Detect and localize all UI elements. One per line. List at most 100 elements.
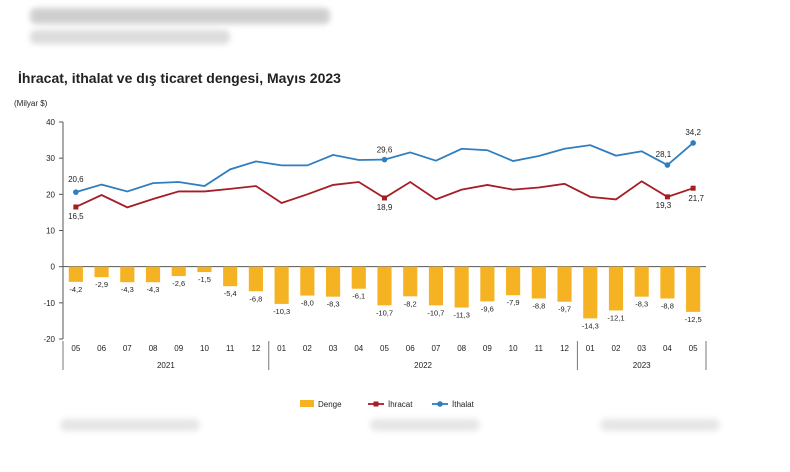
- denge-bar: [608, 266, 624, 311]
- denge-bar-label: -12,5: [685, 315, 702, 324]
- denge-bar: [403, 266, 418, 297]
- legend-denge-swatch: [300, 400, 314, 407]
- denge-bar-label: -9,6: [481, 304, 494, 313]
- denge-bar: [94, 266, 109, 278]
- denge-bar-label: -8,3: [635, 300, 648, 309]
- denge-bar: [454, 266, 469, 308]
- denge-bar-label: -10,7: [427, 308, 444, 317]
- x-tick-label: 06: [97, 344, 106, 353]
- denge-bar-label: -4,2: [69, 285, 82, 294]
- x-tick-label: 01: [277, 344, 286, 353]
- x-tick-label: 09: [174, 344, 183, 353]
- blurred-footer-3: [600, 419, 720, 431]
- y-tick-label: 10: [46, 227, 55, 236]
- ithalat-point: [690, 140, 696, 146]
- x-tick-label: 03: [637, 344, 646, 353]
- chart-title: İhracat, ithalat ve dış ticaret dengesi,…: [18, 70, 341, 86]
- blurred-header: [30, 8, 330, 24]
- x-tick-label: 04: [663, 344, 672, 353]
- denge-bar-label: -4,3: [147, 285, 160, 294]
- x-tick-label: 05: [689, 344, 698, 353]
- point-label: 20,6: [68, 175, 84, 184]
- x-tick-label: 09: [483, 344, 492, 353]
- y-tick-label: 20: [46, 190, 55, 199]
- y-tick-label: 0: [51, 263, 56, 272]
- denge-bar-label: -6,1: [352, 292, 365, 301]
- denge-bar-label: -8,3: [327, 300, 340, 309]
- x-tick-label: 05: [71, 344, 80, 353]
- point-label: 21,7: [688, 194, 704, 203]
- denge-bar: [171, 266, 186, 277]
- x-tick-label: 05: [380, 344, 389, 353]
- denge-bar: [428, 266, 444, 306]
- x-tick-label: 08: [149, 344, 158, 353]
- x-tick-label: 08: [457, 344, 466, 353]
- x-tick-label: 10: [509, 344, 518, 353]
- denge-bar-label: -2,6: [172, 279, 185, 288]
- year-label: 2023: [633, 361, 651, 370]
- x-tick-label: 07: [431, 344, 440, 353]
- legend-denge-label: Denge: [318, 400, 342, 409]
- denge-bar: [325, 266, 341, 297]
- denge-bar-label: -9,7: [558, 305, 571, 314]
- denge-bar: [634, 266, 649, 297]
- blurred-footer-2: [370, 419, 480, 431]
- x-tick-label: 02: [612, 344, 621, 353]
- y-tick-label: 40: [46, 118, 55, 127]
- x-tick-label: 12: [560, 344, 569, 353]
- denge-bar: [557, 266, 572, 302]
- ithalat-point: [73, 189, 79, 195]
- legend-ithalat-marker: [437, 401, 443, 407]
- y-tick-label: 30: [46, 154, 55, 163]
- denge-bar-label: -7,9: [507, 298, 520, 307]
- denge-bar: [377, 266, 392, 306]
- x-tick-label: 06: [406, 344, 415, 353]
- legend-ithalat-label: İthalat: [452, 400, 475, 409]
- legend-ihracat-marker: [373, 401, 379, 407]
- blurred-footer-1: [60, 419, 200, 431]
- point-label: 34,2: [685, 128, 701, 137]
- denge-bar-label: -6,8: [249, 294, 262, 303]
- denge-bar-label: -14,3: [582, 321, 599, 330]
- x-tick-label: 03: [329, 344, 338, 353]
- x-tick-label: 07: [123, 344, 132, 353]
- denge-bar: [274, 266, 289, 304]
- denge-bar-label: -8,2: [404, 299, 417, 308]
- blurred-subheader: [30, 30, 230, 44]
- denge-bar-label: -11,3: [453, 311, 470, 320]
- denge-bar-label: -12,1: [607, 313, 624, 322]
- denge-bar: [480, 266, 495, 302]
- point-label: 18,9: [377, 203, 393, 212]
- denge-bar-label: -8,0: [301, 299, 314, 308]
- ithalat-point: [664, 162, 671, 168]
- x-tick-label: 01: [586, 344, 595, 353]
- denge-bar-label: -1,5: [198, 275, 211, 284]
- denge-bar: [248, 266, 263, 292]
- x-tick-label: 12: [251, 344, 260, 353]
- ihracat-point: [73, 204, 79, 210]
- denge-bar-label: -5,4: [224, 289, 237, 298]
- denge-bar: [197, 266, 212, 273]
- denge-bar: [686, 266, 701, 312]
- denge-bar-label: -2,9: [95, 280, 108, 289]
- denge-bar-label: -8,8: [661, 301, 674, 310]
- denge-bar-label: -10,7: [376, 308, 393, 317]
- x-tick-label: 04: [354, 344, 363, 353]
- denge-bar-label: -4,3: [121, 285, 134, 294]
- x-tick-label: 11: [226, 344, 235, 353]
- denge-bar-label: -10,3: [273, 307, 290, 316]
- denge-bar: [531, 266, 546, 299]
- denge-bar: [68, 266, 83, 282]
- x-tick-label: 10: [200, 344, 209, 353]
- x-tick-label: 02: [303, 344, 312, 353]
- point-label: 28,1: [656, 150, 672, 159]
- denge-bar: [120, 266, 135, 283]
- denge-bar: [300, 266, 315, 296]
- ihracat-point: [382, 195, 387, 201]
- y-tick-label: -20: [43, 335, 55, 344]
- point-label: 19,3: [656, 201, 672, 210]
- ithalat-point: [381, 156, 388, 163]
- ihracat-point: [664, 194, 670, 200]
- year-label: 2022: [414, 361, 432, 370]
